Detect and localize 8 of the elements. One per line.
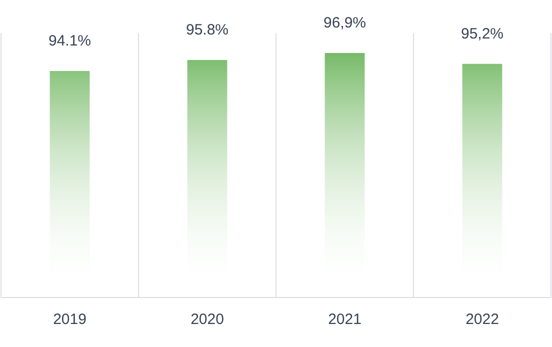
data-label: 95,2% <box>460 26 504 43</box>
x-tick-label: 2019 <box>53 311 86 328</box>
data-label: 94.1% <box>48 32 92 50</box>
data-label: 96,9% <box>323 14 366 32</box>
x-tick-label: 2021 <box>328 311 362 328</box>
x-tick-label: 2022 <box>466 311 499 328</box>
x-tick-label: 2020 <box>190 311 224 328</box>
data-label: 95.8% <box>186 22 229 39</box>
